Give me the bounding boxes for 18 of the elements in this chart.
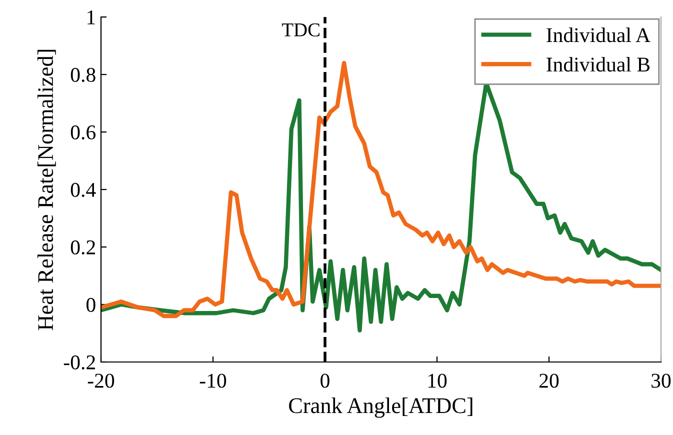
x-tick-label: 0	[320, 374, 330, 388]
x-axis-title: Crank Angle[ATDC]	[289, 398, 472, 418]
x-tick-label: 10	[428, 374, 447, 388]
y-tick-label: -0.2	[64, 355, 95, 370]
x-tick-label: 20	[540, 374, 559, 388]
y-tick-label: 0.4	[70, 182, 96, 198]
x-tick-label: 30	[652, 374, 671, 388]
y-tick-label: 0.6	[70, 125, 96, 140]
y-axis-title: Heat Release Rate[Normalized]	[37, 50, 56, 330]
y-tick-label: 0	[86, 298, 96, 312]
x-tick-label: -10	[200, 374, 226, 388]
legend-label: Individual B	[546, 56, 650, 72]
x-tick-label: -20	[88, 374, 114, 388]
legend-label: Individual A	[546, 28, 650, 42]
ref-line-label: TDC	[282, 23, 320, 36]
y-tick-label: 0.2	[70, 240, 95, 255]
y-tick-label: 0.8	[70, 68, 96, 82]
y-tick-label: 1	[88, 10, 95, 24]
